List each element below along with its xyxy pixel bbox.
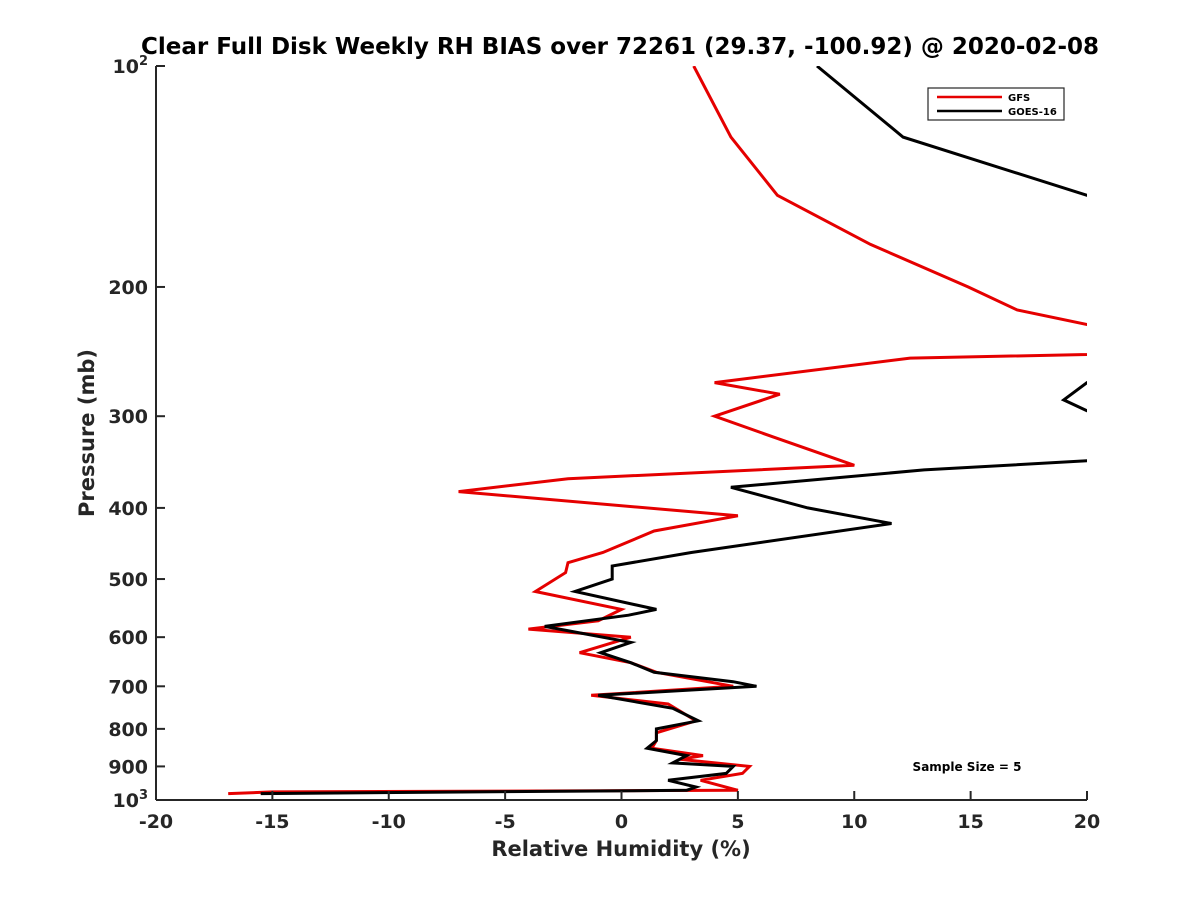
x-tick-label: -15	[255, 811, 289, 833]
series-line-goes16	[260, 66, 1087, 796]
legend: GFS GOES-16	[927, 87, 1065, 121]
axes-layer	[155, 66, 1087, 801]
y-tick-label: 102	[113, 54, 149, 78]
y-tick-label: 600	[108, 627, 148, 649]
series-line-gfs	[228, 66, 1087, 796]
chart-title: Clear Full Disk Weekly RH BIAS over 7226…	[141, 34, 1099, 60]
x-tick-label: -5	[495, 811, 516, 833]
y-tick-label: 200	[108, 277, 148, 299]
legend-label-goes16: GOES-16	[1008, 107, 1057, 118]
x-tick-label: -20	[139, 811, 173, 833]
x-tick-label: -10	[372, 811, 406, 833]
x-tick-layer: -20 -15 -10 -5 0 5 10 15 20	[139, 791, 1100, 833]
y-tick-label: 103	[113, 788, 149, 812]
y-tick-label: 400	[108, 498, 148, 520]
x-axis-label: Relative Humidity (%)	[491, 837, 750, 861]
x-tick-label: 10	[841, 811, 867, 833]
legend-box	[927, 87, 1065, 121]
legend-label-gfs: GFS	[1008, 93, 1030, 104]
x-tick-label: 20	[1074, 811, 1100, 833]
y-tick-label: 800	[108, 719, 148, 741]
x-tick-label: 5	[731, 811, 744, 833]
series-layer	[228, 66, 1087, 796]
y-tick-label: 500	[108, 569, 148, 591]
x-tick-label: 0	[615, 811, 628, 833]
y-tick-label: 300	[108, 406, 148, 428]
y-axis-label: Pressure (mb)	[75, 349, 99, 517]
y-tick-label: 900	[108, 756, 148, 778]
y-tick-label: 700	[108, 676, 148, 698]
y-tick-layer: 102 200 300 400 500 600 700 800 900 103	[108, 54, 165, 812]
sample-size-annotation: Sample Size = 5	[913, 760, 1022, 774]
x-tick-label: 15	[957, 811, 983, 833]
